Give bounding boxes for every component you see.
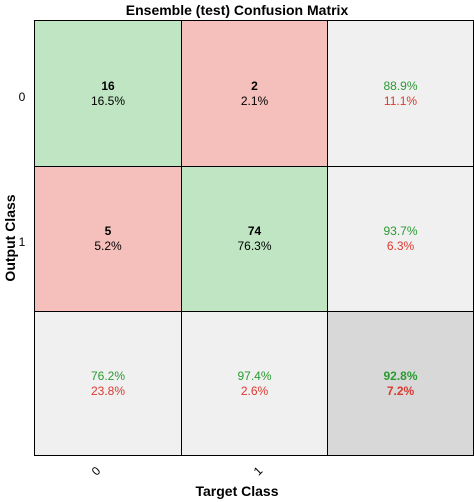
row-error-percent: 11.1% [383, 93, 418, 108]
overall-correct-percent: 92.8% [383, 368, 418, 383]
row-summary-cell: 93.7% 6.3% [328, 167, 474, 312]
matrix-cell: 2 2.1% [182, 21, 328, 167]
column-correct-percent: 97.4% [237, 368, 272, 383]
x-tick-label-0: 0 [88, 463, 104, 479]
cell-percent: 5.2% [94, 239, 122, 253]
matrix-cell: 5 5.2% [35, 167, 182, 312]
cell-percent: 2.1% [240, 93, 269, 108]
y-tick-label-1: 1 [18, 235, 26, 249]
cell-count: 74 [247, 224, 262, 238]
x-axis-label: Target Class [195, 483, 279, 499]
cell-percent: 76.3% [237, 239, 272, 253]
row-summary-cell: 88.9% 11.1% [328, 21, 474, 167]
column-error-percent: 23.8% [90, 383, 126, 398]
row-correct-percent: 93.7% [383, 224, 418, 238]
column-summary-cell: 76.2% 23.8% [35, 312, 182, 456]
cell-percent: 16.5% [90, 93, 126, 108]
cell-count: 2 [251, 78, 258, 93]
y-tick-label-0: 0 [18, 90, 26, 104]
column-correct-percent: 76.2% [90, 368, 126, 383]
row-correct-percent: 88.9% [383, 78, 418, 93]
chart-title: Ensemble (test) Confusion Matrix [125, 2, 349, 18]
column-error-percent: 2.6% [240, 383, 269, 398]
overall-accuracy-cell: 92.8% 7.2% [328, 312, 474, 456]
cell-count: 5 [104, 224, 112, 238]
cell-count: 16 [101, 78, 115, 93]
matrix-cell: 16 16.5% [35, 21, 182, 167]
row-error-percent: 6.3% [386, 239, 415, 253]
column-summary-cell: 97.4% 2.6% [182, 312, 328, 456]
x-tick-label-1: 1 [250, 463, 266, 479]
matrix-cell: 74 76.3% [182, 167, 328, 312]
overall-error-percent: 7.2% [386, 383, 415, 398]
confusion-matrix: 16 16.5% 2 2.1% 88.9% 11.1% 5 5.2% 74 76… [34, 20, 474, 456]
